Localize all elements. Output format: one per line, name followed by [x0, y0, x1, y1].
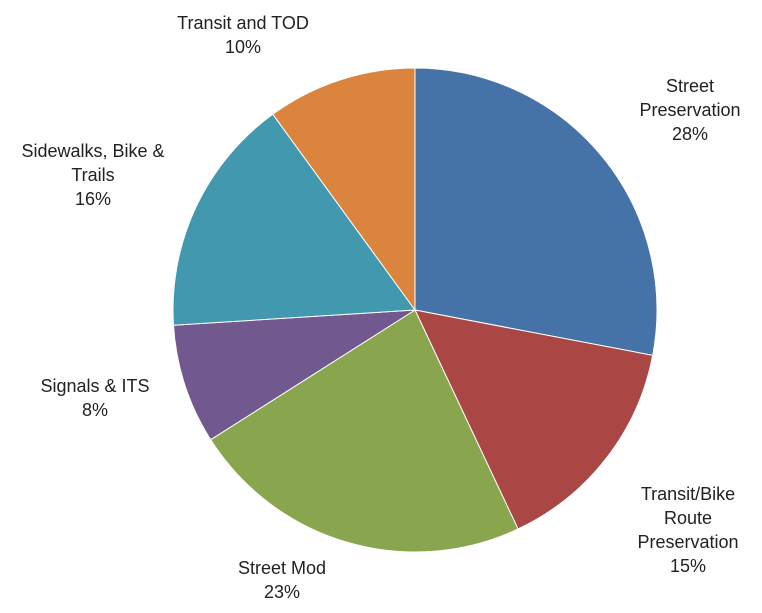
slice-label: Street Preservation 28% — [625, 74, 755, 146]
pie-slice — [172, 113, 416, 326]
value-label: 15% — [669, 556, 707, 576]
slice-label: Street Mod 23% — [212, 556, 352, 604]
pie-slice — [172, 309, 416, 441]
category-label: Transit and TOD — [177, 13, 309, 33]
pie-slice — [272, 67, 416, 312]
slice-label: Transit and TOD 10% — [158, 11, 328, 59]
category-label: Signals & ITS — [40, 376, 150, 396]
slice-label: Sidewalks, Bike & Trails 16% — [8, 139, 178, 211]
pie-slice — [209, 309, 519, 553]
pie-slice — [414, 309, 654, 530]
slice-label: Signals & ITS 8% — [25, 374, 165, 422]
category-label: Street Preservation — [639, 76, 741, 120]
pie-slice — [414, 67, 658, 356]
value-label: 28% — [671, 124, 709, 144]
slice-label: Transit/Bike Route Preservation 15% — [623, 482, 753, 578]
category-label: Transit/Bike Route Preservation — [637, 484, 739, 552]
category-label: Sidewalks, Bike & Trails — [21, 141, 165, 185]
value-label: 10% — [224, 37, 262, 57]
value-label: 23% — [263, 582, 301, 602]
value-label: 8% — [81, 400, 108, 420]
value-label: 16% — [74, 189, 112, 209]
category-label: Street Mod — [237, 558, 327, 578]
